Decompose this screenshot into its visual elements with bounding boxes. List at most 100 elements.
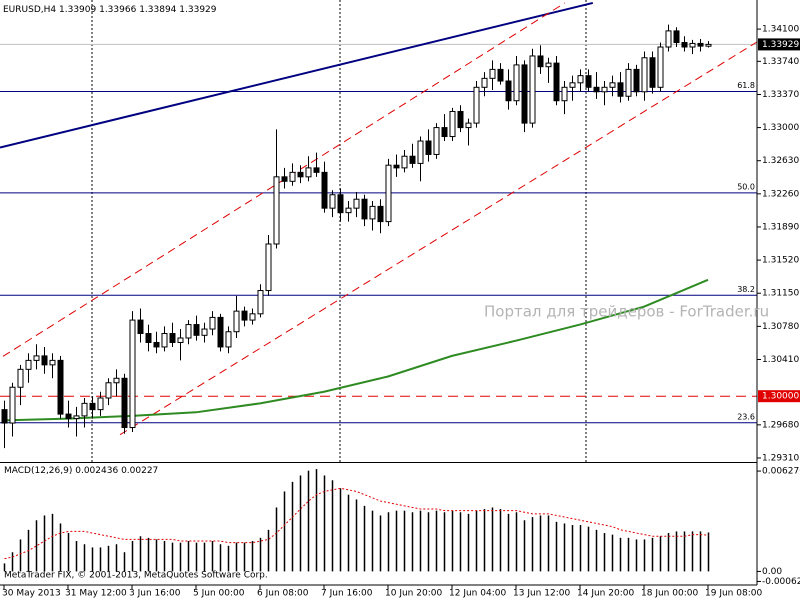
candle-body: [161, 333, 168, 348]
candle-body: [329, 194, 336, 209]
macd-value: 0.002436: [75, 466, 118, 476]
x-tick-label: 12 Jun 04:00: [449, 589, 506, 599]
x-tick-label: 10 Jun 20:00: [385, 589, 442, 599]
y-tick-label: 1.31150: [762, 289, 799, 299]
candle-body: [1, 409, 8, 424]
y-tick-label: 1.32260: [762, 189, 799, 199]
header: EURUSD,H4 1.33909 1.33966 1.33894 1.3392…: [3, 5, 217, 15]
candle-body: [633, 68, 640, 93]
macd-signal: [4, 487, 709, 560]
candle-body: [401, 155, 408, 169]
open: 1.33909: [59, 5, 96, 15]
level-label: 1.30000: [762, 392, 799, 402]
fibo-label: 50.0: [737, 182, 755, 191]
macd-name: MACD(12,26,9): [4, 466, 72, 476]
price-pane: 61.8 50.0 38.2 23.6: [0, 0, 757, 462]
candle-body: [145, 333, 152, 343]
candle-body: [641, 57, 648, 93]
candle-body: [249, 313, 256, 321]
x-tick-label: 3 Jun 16:00: [129, 589, 181, 599]
candle-body: [561, 86, 568, 102]
candle-body: [129, 319, 136, 429]
candle-body: [65, 413, 72, 420]
candle-body: [513, 64, 520, 102]
candle-body: [433, 127, 440, 155]
y-tick-label: 1.34100: [762, 25, 799, 35]
candle-body: [97, 397, 104, 411]
fibo-label: 38.2: [737, 285, 755, 294]
close: 1.33929: [179, 5, 216, 15]
candle-body: [537, 55, 544, 68]
fibo-label: 23.6: [737, 412, 755, 421]
copyright: MetaTrader FIX, © 2001-2013, MetaQuotes …: [4, 571, 268, 581]
candle-body: [217, 316, 224, 348]
candle-body: [617, 82, 624, 97]
candle-body: [481, 77, 488, 88]
macd-pane: [3, 469, 710, 572]
candle-body: [529, 55, 536, 124]
y-tick-label: 1.33740: [762, 57, 799, 67]
candle-body: [193, 324, 200, 336]
candle-body: [153, 341, 160, 348]
level-label-box: [758, 390, 800, 403]
candle-body: [9, 386, 16, 424]
candle-body: [49, 359, 56, 366]
candle-body: [281, 176, 288, 182]
candle-body: [265, 243, 272, 292]
high: 1.33966: [99, 5, 136, 15]
candle-body: [89, 402, 96, 411]
candle-body: [625, 68, 632, 97]
candle-body: [417, 140, 424, 164]
candle-body: [545, 62, 552, 68]
y-tick-label: 1.29680: [762, 420, 799, 430]
fibo-label: 61.8: [737, 81, 755, 90]
candle-body: [553, 62, 560, 102]
candle-body: [209, 316, 216, 330]
x-tick-label: 13 Jun 12:00: [513, 589, 570, 599]
y-tick-label: 1.31520: [762, 256, 799, 266]
candle-body: [377, 205, 384, 223]
candle-body: [361, 198, 368, 220]
candle-body: [593, 86, 600, 93]
candle-body: [497, 68, 504, 82]
candle-body: [489, 68, 496, 79]
symbol: EURUSD,H4: [3, 5, 56, 15]
x-tick-label: 6 Jun 08:00: [257, 589, 309, 599]
candle-body: [177, 337, 184, 343]
candle-body: [369, 205, 376, 220]
candle-body: [121, 377, 128, 429]
candle-body: [449, 110, 456, 138]
candle-body: [289, 171, 296, 182]
candle-body: [233, 310, 240, 333]
x-tick-label: 18 Jun 00:00: [641, 589, 698, 599]
x-tick-label: 31 May 12:00: [65, 589, 127, 599]
candle-body: [465, 122, 472, 129]
x-tick-label: 19 Jun 08:00: [705, 589, 762, 599]
candle-body: [473, 86, 480, 124]
macd-header: MACD(12,26,9) 0.002436 0.00227: [4, 466, 158, 476]
candle-body: [297, 171, 304, 178]
candle-body: [225, 331, 232, 348]
candle-body: [601, 86, 608, 93]
y-tick-label: 1.29310: [762, 453, 799, 463]
candle-body: [585, 75, 592, 88]
candle-body: [57, 359, 64, 415]
candle-body: [305, 167, 312, 178]
candle-body: [25, 359, 32, 370]
candle-body: [353, 198, 360, 209]
y-tick-label: 1.33370: [762, 90, 799, 100]
candle-body: [345, 207, 352, 214]
candle-body: [113, 377, 120, 384]
candle-body: [33, 355, 40, 361]
candle-body: [705, 43, 712, 47]
candle-body: [681, 42, 688, 48]
moving-average: [3, 278, 709, 422]
candle-body: [505, 80, 512, 102]
x-tick-label: 14 Jun 20:00: [577, 589, 634, 599]
candle-body: [73, 415, 80, 420]
macd-tick-label: -0.000628: [762, 577, 800, 587]
watermark: Портал для трейдеров - ForTrader.ru: [484, 303, 769, 321]
